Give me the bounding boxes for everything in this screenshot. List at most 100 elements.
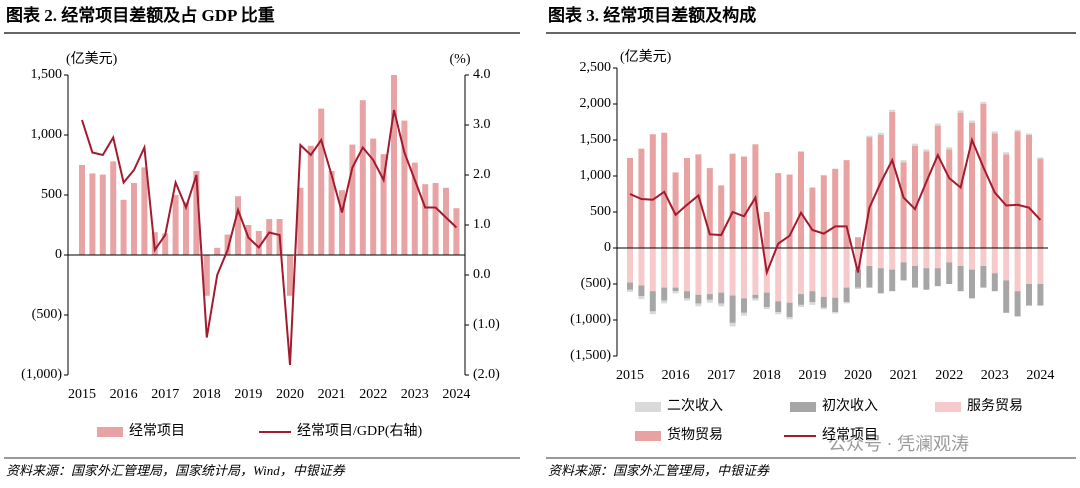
bar: [775, 301, 782, 313]
bar: [287, 255, 293, 296]
bar: [1014, 248, 1021, 292]
bar: [1026, 248, 1032, 284]
bar: [923, 268, 930, 290]
bar: [866, 248, 873, 266]
bar: [775, 173, 782, 248]
y-tick-label: (1.0): [473, 317, 500, 332]
bar: [432, 183, 439, 255]
bar: [889, 109, 896, 112]
bar: [832, 312, 839, 314]
bar: [775, 312, 782, 315]
source: 资料来源：国家外汇管理局，国家统计局，Wind，中银证券: [6, 463, 346, 478]
bar: [969, 122, 975, 248]
legend-label: 经常项目: [822, 427, 878, 443]
bar: [162, 233, 169, 255]
bar: [912, 143, 918, 146]
bar: [214, 247, 221, 255]
bar: [877, 248, 884, 269]
bar: [328, 171, 335, 255]
bar: [1037, 284, 1044, 306]
bar: [900, 248, 907, 263]
bar: [684, 298, 690, 301]
bar: [411, 162, 418, 255]
bar: [695, 294, 702, 304]
y-tick-label: 4.0: [473, 67, 491, 82]
bar: [649, 134, 656, 248]
bar: [661, 300, 668, 304]
bar: [391, 75, 397, 255]
bar: [763, 307, 770, 310]
bar: [1014, 129, 1021, 132]
bar: [661, 287, 668, 301]
bar: [946, 248, 953, 263]
bar: [786, 317, 793, 320]
y-axis-label: (亿美元): [620, 49, 672, 65]
bar: [923, 149, 930, 152]
bar: [370, 138, 377, 255]
bar: [1003, 154, 1010, 248]
x-tick-label: 2017: [707, 368, 735, 383]
bar: [809, 302, 816, 305]
bar: [889, 111, 896, 248]
bar: [798, 248, 804, 295]
bar: [318, 108, 325, 255]
bar: [832, 248, 839, 298]
bar: [718, 303, 725, 307]
bar: [798, 294, 804, 305]
bar: [131, 183, 137, 255]
line: [81, 109, 458, 366]
bar: [695, 303, 702, 307]
bar: [729, 248, 736, 296]
bar: [934, 248, 941, 269]
bar: [912, 248, 918, 266]
bar: [649, 248, 656, 292]
bar: [969, 120, 975, 123]
bar: [855, 287, 861, 290]
x-tick-label: 2019: [798, 368, 826, 383]
y-axis-label: (亿美元): [66, 51, 118, 67]
bar: [266, 219, 273, 255]
bar: [661, 248, 668, 288]
bar: [706, 248, 713, 295]
y-tick-label: 3.0: [473, 117, 491, 132]
bar: [349, 144, 356, 255]
bar: [980, 266, 987, 288]
bar: [832, 297, 839, 313]
y-tick-label: 0: [55, 247, 62, 262]
bar: [1026, 134, 1032, 248]
x-tick-label: 2023: [981, 368, 1009, 383]
bar: [638, 296, 645, 300]
source: 资料来源：国家外汇管理局，中银证券: [548, 463, 770, 478]
bar: [809, 187, 816, 248]
bar: [684, 248, 690, 292]
y-tick-label: 500: [590, 204, 611, 219]
bar: [855, 248, 861, 270]
bar: [401, 120, 408, 255]
bar: [1037, 158, 1044, 248]
y-tick-label: 2,500: [580, 60, 612, 75]
bar: [877, 132, 884, 135]
legend-label: 二次收入: [667, 398, 723, 414]
x-tick-label: 2021: [318, 387, 346, 402]
bar: [946, 149, 953, 248]
y-tick-label: 1.0: [473, 217, 491, 232]
bar: [991, 131, 998, 134]
x-tick-label: 2020: [844, 368, 872, 383]
x-tick-label: 2020: [276, 387, 304, 402]
bar: [627, 248, 633, 283]
bar: [110, 161, 117, 255]
bar: [877, 134, 884, 248]
bar: [245, 225, 252, 255]
x-tick-label: 2021: [890, 368, 918, 383]
x-tick-label: 2019: [234, 387, 262, 402]
y-tick-label: (500): [581, 276, 612, 291]
bar: [729, 322, 736, 327]
legend-swatch: [935, 402, 961, 412]
bar: [1037, 157, 1044, 159]
bar: [969, 248, 975, 270]
y-tick-label: 1,000: [580, 168, 612, 183]
y2-axis-label: (%): [450, 52, 471, 67]
bar: [672, 287, 679, 292]
